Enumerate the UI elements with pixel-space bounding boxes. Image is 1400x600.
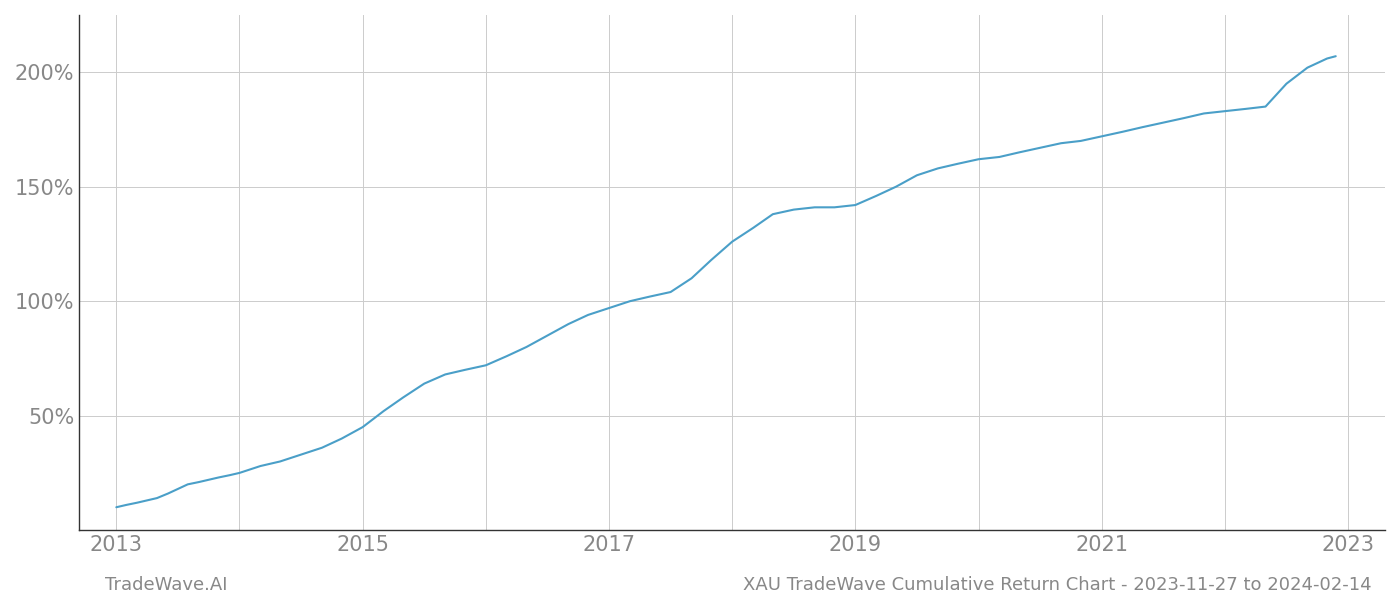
Text: XAU TradeWave Cumulative Return Chart - 2023-11-27 to 2024-02-14: XAU TradeWave Cumulative Return Chart - … <box>743 576 1372 594</box>
Text: TradeWave.AI: TradeWave.AI <box>105 576 227 594</box>
